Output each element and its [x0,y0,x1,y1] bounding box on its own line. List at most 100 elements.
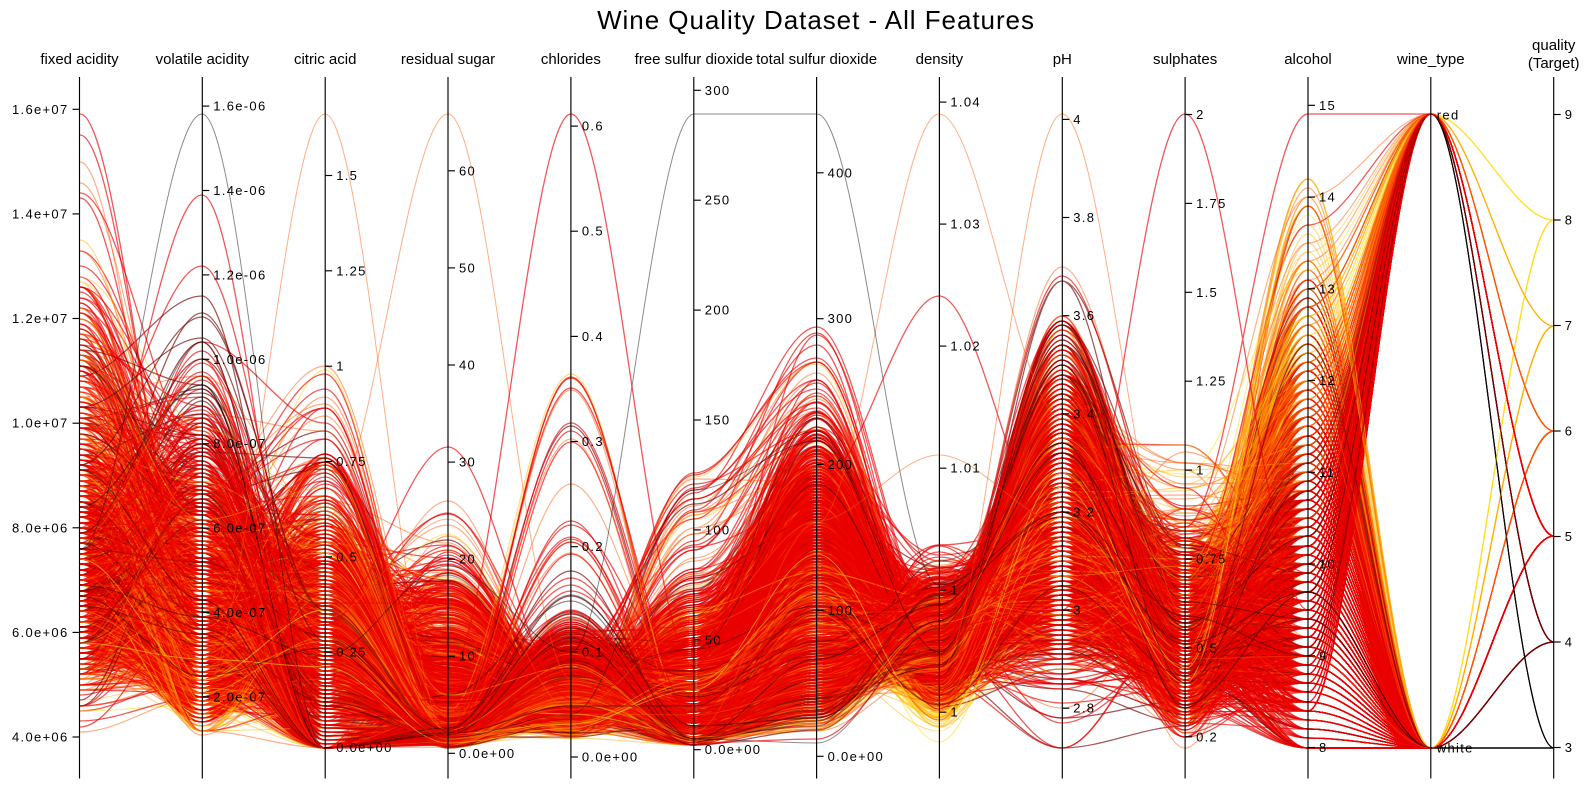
svg-text:3: 3 [1565,740,1574,755]
svg-text:0.5: 0.5 [1196,640,1218,655]
svg-text:0.0e+00: 0.0e+00 [459,746,515,761]
svg-text:13: 13 [1319,281,1336,296]
svg-text:1.0e+07: 1.0e+07 [12,416,68,431]
svg-text:5: 5 [1565,529,1574,544]
svg-text:3.8: 3.8 [1073,210,1095,225]
svg-text:0.75: 0.75 [1196,552,1227,567]
svg-text:1.2e-06: 1.2e-06 [213,267,266,282]
svg-text:100: 100 [828,603,854,618]
svg-text:8.0e+06: 8.0e+06 [12,520,68,535]
svg-text:15: 15 [1319,98,1336,113]
svg-text:0.3: 0.3 [582,434,604,449]
svg-text:9: 9 [1565,107,1574,122]
svg-text:4.0e-07: 4.0e-07 [213,605,266,620]
svg-text:2.0e-07: 2.0e-07 [213,689,266,704]
svg-text:1: 1 [950,583,959,598]
svg-text:11: 11 [1319,465,1335,480]
svg-text:density: density [916,51,964,68]
svg-text:8: 8 [1319,740,1328,755]
svg-text:4.0e+06: 4.0e+06 [12,730,68,745]
svg-text:4: 4 [1073,112,1082,127]
svg-text:3: 3 [1073,603,1082,618]
svg-text:white: white [1436,741,1474,756]
svg-text:0.75: 0.75 [336,454,367,469]
svg-text:0.0e+00: 0.0e+00 [336,740,392,755]
svg-text:300: 300 [828,311,854,326]
svg-text:fixed acidity: fixed acidity [40,51,119,68]
svg-text:citric acid: citric acid [294,51,357,68]
svg-text:0.5: 0.5 [336,549,358,564]
svg-text:6.0e+06: 6.0e+06 [12,625,68,640]
svg-text:(Target): (Target) [1528,55,1580,72]
svg-text:1.2e+07: 1.2e+07 [12,311,68,326]
svg-text:1.0e-06: 1.0e-06 [213,352,266,367]
svg-text:4: 4 [1565,635,1574,650]
svg-text:0.25: 0.25 [336,645,367,660]
svg-text:250: 250 [705,193,731,208]
svg-text:total sulfur dioxide: total sulfur dioxide [756,51,877,68]
svg-text:0.6: 0.6 [582,119,604,134]
svg-text:12: 12 [1319,373,1336,388]
svg-text:40: 40 [459,358,476,373]
svg-text:1.02: 1.02 [950,339,981,354]
svg-text:14: 14 [1319,190,1336,205]
svg-text:0.2: 0.2 [1196,729,1218,744]
svg-text:residual sugar: residual sugar [401,51,495,68]
svg-text:volatile acidity: volatile acidity [156,51,250,68]
svg-text:150: 150 [705,413,731,428]
svg-text:2.8: 2.8 [1073,701,1095,716]
svg-text:8.0e-07: 8.0e-07 [213,436,266,451]
svg-text:7: 7 [1565,318,1574,333]
svg-text:6: 6 [1565,424,1574,439]
svg-text:pH: pH [1053,51,1072,68]
svg-text:3.6: 3.6 [1073,308,1095,323]
svg-text:1.01: 1.01 [950,461,981,476]
svg-text:30: 30 [459,455,476,470]
svg-text:quality: quality [1532,37,1576,54]
svg-text:100: 100 [705,522,731,537]
svg-text:20: 20 [459,552,476,567]
svg-text:6.0e-07: 6.0e-07 [213,521,266,536]
svg-text:1.25: 1.25 [336,263,367,278]
svg-text:1.6e+07: 1.6e+07 [12,102,68,117]
svg-text:200: 200 [828,457,854,472]
svg-text:10: 10 [1319,557,1336,572]
svg-text:1: 1 [1196,463,1205,478]
svg-text:alcohol: alcohol [1284,51,1332,68]
svg-text:chlorides: chlorides [541,51,601,68]
svg-text:0.5: 0.5 [582,224,604,239]
svg-text:300: 300 [705,83,731,98]
svg-text:1.04: 1.04 [950,95,981,110]
svg-text:1.4e+07: 1.4e+07 [12,206,68,221]
svg-text:50: 50 [705,632,722,647]
svg-text:9: 9 [1319,648,1328,663]
svg-text:free sulfur dioxide: free sulfur dioxide [635,51,753,68]
svg-text:0.4: 0.4 [582,329,604,344]
svg-text:1.4e-06: 1.4e-06 [213,183,266,198]
svg-text:200: 200 [705,303,731,318]
svg-text:1.5: 1.5 [1196,285,1218,300]
svg-text:Wine Quality Dataset - All Fea: Wine Quality Dataset - All Features [597,5,1035,35]
svg-text:1: 1 [336,359,345,374]
svg-text:0.2: 0.2 [582,539,604,554]
svg-text:wine_type: wine_type [1396,51,1465,68]
svg-text:400: 400 [828,165,854,180]
svg-text:1.6e-06: 1.6e-06 [213,99,266,114]
svg-text:2: 2 [1196,107,1205,122]
svg-text:sulphates: sulphates [1153,51,1217,68]
svg-text:red: red [1437,108,1460,123]
svg-text:1.03: 1.03 [950,217,981,232]
svg-text:0.0e+00: 0.0e+00 [582,750,638,765]
svg-text:0.0e+00: 0.0e+00 [828,749,884,764]
svg-text:10: 10 [459,649,476,664]
svg-text:8: 8 [1565,213,1574,228]
svg-text:50: 50 [459,260,476,275]
svg-text:3.2: 3.2 [1073,505,1095,520]
svg-text:1: 1 [950,705,959,720]
svg-text:1.5: 1.5 [336,168,358,183]
svg-text:0.1: 0.1 [582,644,604,659]
svg-text:3.4: 3.4 [1073,406,1095,421]
svg-text:1.25: 1.25 [1196,374,1227,389]
svg-text:0.0e+00: 0.0e+00 [705,742,761,757]
svg-text:1.75: 1.75 [1196,196,1227,211]
